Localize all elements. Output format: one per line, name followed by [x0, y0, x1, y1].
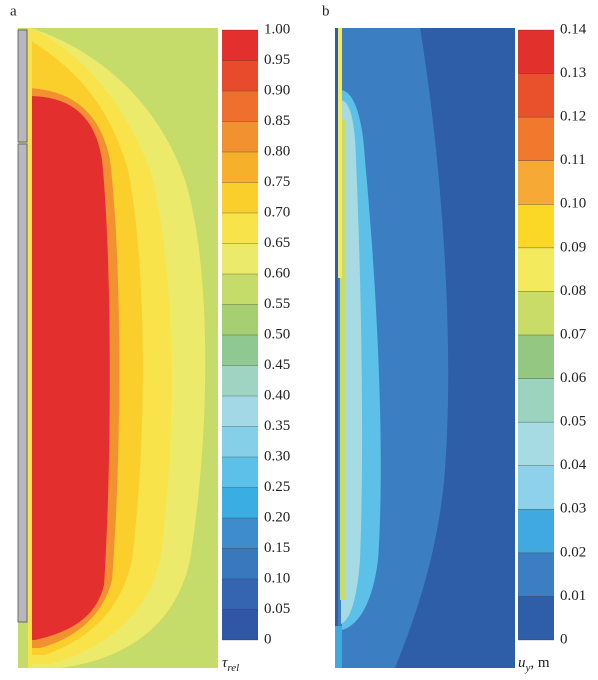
colorbar-tick-label: 0.07 [560, 326, 587, 342]
colorbar-label: uy, m [518, 655, 550, 673]
colorbar-tick-label: 0.50 [264, 326, 290, 342]
colorbar-band [222, 579, 258, 610]
panel-label: a [10, 3, 17, 19]
colorbar-band [222, 213, 258, 244]
colorbar-tick-label: 0 [264, 631, 272, 647]
colorbar-tick-label: 0.01 [560, 588, 586, 604]
colorbar-tick-label: 0.15 [264, 540, 290, 556]
colorbar-band [222, 487, 258, 518]
colorbar-band [222, 335, 258, 366]
colorbar-band [518, 160, 554, 205]
label-subscript: rel [227, 662, 239, 674]
colorbar-tick-label: 0.95 [264, 52, 290, 68]
colorbar-band [222, 548, 258, 579]
colorbar-tick-label: 0.90 [264, 82, 290, 98]
colorbar-label: τrel [222, 655, 239, 673]
colorbar-band [222, 152, 258, 183]
colorbar-tick-label: 0.80 [264, 143, 290, 159]
colorbar-tick-label: 0.55 [264, 296, 290, 312]
colorbar-band [222, 182, 258, 213]
colorbar-band [518, 73, 554, 118]
colorbar-band [222, 274, 258, 305]
colorbar-tick-label: 0.08 [560, 283, 586, 299]
colorbar-band [518, 509, 554, 553]
colorbar-band [518, 117, 554, 161]
colorbar-tick-label: 0.10 [264, 570, 290, 586]
colorbar-band [222, 243, 258, 274]
colorbar-tick-label: 0.65 [264, 235, 290, 251]
colorbar-tick-label: 0.09 [560, 239, 586, 255]
colorbar-tick-label: 0.14 [560, 21, 587, 37]
colorbar-band [518, 204, 554, 248]
colorbar-tick-label: 0 [560, 631, 568, 647]
colorbar-band [222, 91, 258, 122]
colorbar-tick-label: 0.30 [264, 448, 290, 464]
colorbar-band [518, 247, 554, 292]
panel-label: b [322, 3, 330, 19]
colorbar-tick-label: 0.05 [560, 414, 586, 430]
colorbar-tick-label: 0.04 [560, 457, 587, 473]
colorbar-band [222, 365, 258, 396]
colorbar-tick-label: 0.20 [264, 509, 290, 525]
colorbar-tick-label: 0.35 [264, 418, 290, 434]
contour-field-b [335, 28, 515, 668]
colorbar-band [518, 378, 554, 423]
colorbar-tick-label: 0.75 [264, 174, 290, 190]
colorbar-tick-label: 0.25 [264, 479, 290, 495]
colorbar-tick-label: 0.03 [560, 501, 586, 517]
label-symbol: u [518, 655, 526, 671]
colorbar-band [222, 121, 258, 152]
label-suffix: , m [530, 655, 550, 671]
label-symbol: τ [222, 655, 228, 671]
colorbar-band [518, 422, 554, 466]
colorbar-band [518, 291, 554, 335]
colorbar-tick-label: 0.12 [560, 109, 586, 125]
colorbar-tick-label: 0.60 [264, 265, 290, 281]
colorbar-tick-label: 0.06 [560, 370, 587, 386]
colorbar-band [222, 396, 258, 427]
colorbar-band [222, 518, 258, 549]
colorbar-band [518, 552, 554, 597]
colorbar-tick-label: 0.05 [264, 601, 290, 617]
colorbar-tick-label: 0.45 [264, 357, 290, 373]
colorbar-band [518, 335, 554, 379]
colorbar-tick-label: 1.00 [264, 21, 290, 37]
colorbar-tick-label: 0.02 [560, 544, 586, 560]
colorbar-band [222, 457, 258, 488]
colorbar-band [222, 60, 258, 91]
colorbar-band [222, 30, 258, 61]
contour-field-a [17, 28, 218, 668]
colorbar-tick-label: 0.10 [560, 196, 586, 212]
colorbar-band [518, 596, 554, 640]
colorbar-tick-label: 0.13 [560, 65, 586, 81]
colorbar-band [222, 609, 258, 640]
colorbar-band [222, 426, 258, 457]
colorbar-band [518, 30, 554, 74]
colorbar-tick-label: 0.70 [264, 204, 290, 220]
colorbar-band [222, 304, 258, 335]
colorbar-band [518, 465, 554, 510]
colorbar-tick-label: 0.85 [264, 113, 290, 129]
colorbar-tick-label: 0.11 [560, 152, 586, 168]
label-subscript: y [525, 662, 531, 674]
colorbar-tick-label: 0.40 [264, 387, 290, 403]
